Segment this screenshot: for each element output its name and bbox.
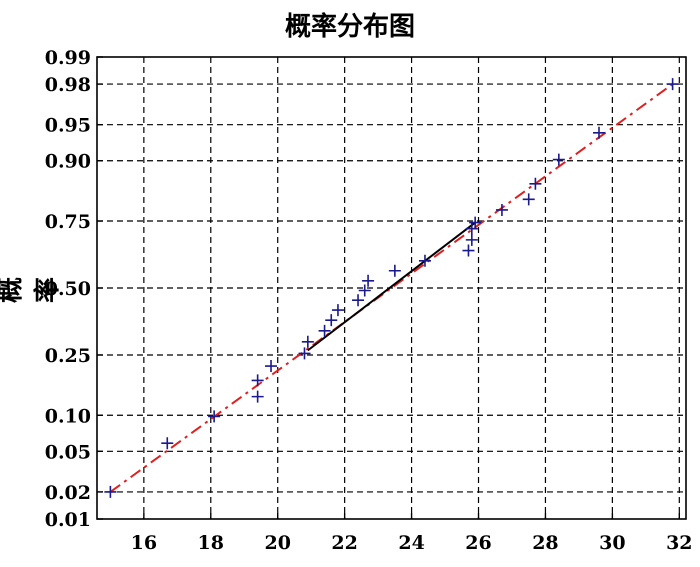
data-point: [301, 335, 314, 348]
y-tick-label: 0.98: [45, 74, 91, 96]
data-point: [552, 153, 565, 166]
data-point: [265, 360, 278, 373]
data-point: [251, 390, 264, 403]
fit-line-dashed: [109, 83, 674, 493]
y-tick-label: 0.25: [45, 345, 91, 367]
data-point: [465, 222, 478, 235]
x-tick-label: 18: [198, 532, 224, 554]
data-point: [352, 294, 365, 307]
data-point: [469, 216, 482, 229]
y-tick-label: 0.05: [45, 441, 91, 463]
data-point: [522, 193, 535, 206]
x-tick-label: 16: [131, 532, 157, 554]
data-point: [666, 78, 679, 91]
y-tick-label: 0.10: [45, 405, 91, 427]
x-tick-label: 28: [532, 532, 558, 554]
data-point: [592, 126, 605, 139]
data-point: [161, 437, 174, 450]
x-tick-label: 22: [331, 532, 357, 554]
data-point: [318, 324, 331, 337]
data-point: [298, 347, 311, 360]
y-tick-label: 0.01: [45, 509, 91, 531]
x-tick-label: 30: [599, 532, 625, 554]
y-tick-label: 0.50: [45, 278, 91, 300]
data-point: [388, 264, 401, 277]
data-point: [358, 284, 371, 297]
x-tick-label: 32: [666, 532, 692, 554]
data-point: [251, 374, 264, 387]
data-point: [325, 314, 338, 327]
y-tick-label: 0.90: [45, 151, 91, 173]
data-point: [465, 233, 478, 246]
x-tick-label: 26: [465, 532, 491, 554]
data-point: [362, 274, 375, 287]
y-tick-label: 0.99: [45, 47, 91, 69]
data-point: [331, 304, 344, 317]
x-tick-label: 20: [264, 532, 290, 554]
data-point: [462, 244, 475, 257]
y-tick-label: 0.95: [45, 115, 91, 137]
data-point: [495, 203, 508, 216]
y-tick-label: 0.02: [45, 482, 91, 504]
chart-title: 概率分布图: [284, 12, 415, 42]
data-point: [529, 177, 542, 190]
data-point: [208, 410, 221, 423]
fit-line-solid: [307, 221, 476, 352]
y-tick-label: 0.75: [45, 211, 91, 233]
data-point: [418, 254, 431, 267]
x-tick-label: 24: [398, 532, 424, 554]
data-point: [104, 485, 117, 498]
